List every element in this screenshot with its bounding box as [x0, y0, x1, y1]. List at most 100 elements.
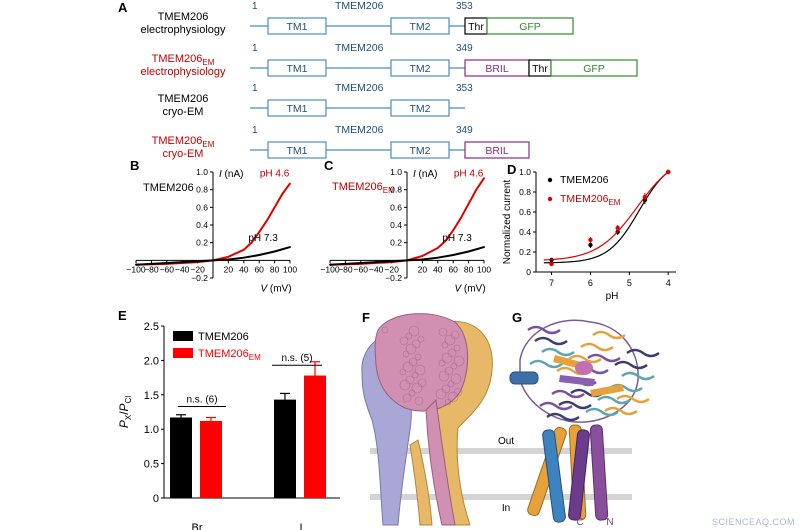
residue-start: 1 [252, 125, 258, 136]
tm2-box [390, 141, 450, 159]
x-tick-label: −100 [320, 264, 339, 274]
ribbon-segment [585, 407, 619, 417]
data-point [588, 237, 593, 243]
construct-name: TMEM206EM [152, 135, 215, 149]
data-point [266, 219, 268, 222]
data-point [666, 169, 671, 175]
tm1-box [267, 17, 327, 35]
pink-atom [575, 361, 593, 375]
density-texture [438, 359, 446, 367]
residue-end: 349 [456, 125, 473, 136]
data-point [452, 229, 455, 232]
data-point [467, 202, 470, 205]
membrane-line-out [370, 448, 630, 454]
density-texture [417, 335, 425, 343]
bar [304, 375, 326, 498]
tm2-label: TM2 [410, 103, 431, 115]
data-point [227, 258, 230, 261]
x-tick-label: 60 [448, 264, 458, 274]
residue-end: 353 [456, 1, 473, 12]
tm-helix [589, 424, 609, 521]
tag-label: GFP [583, 63, 605, 75]
data-point [390, 260, 393, 263]
tm1-box [267, 141, 327, 159]
data-point [615, 225, 620, 231]
tm1-label: TM1 [287, 103, 308, 115]
x-tick-label: 80 [270, 264, 280, 274]
panel-letter: F [362, 310, 370, 325]
ribbon-segment [558, 400, 592, 410]
density-texture [444, 398, 452, 406]
sig-label: n.s. (5) [281, 353, 312, 364]
density-texture [414, 396, 424, 406]
helix-pink [425, 398, 456, 526]
x-axis-label: pH [606, 291, 619, 302]
data-point [196, 260, 199, 263]
y-axis-label: I (nA) [219, 169, 243, 180]
residue-start: 1 [252, 1, 258, 12]
density-texture [441, 341, 449, 349]
data-point [421, 258, 424, 261]
ribbon-segment [604, 406, 638, 416]
c-terminus-label: C [576, 517, 583, 528]
construct-title: TMEM206 [335, 124, 384, 136]
ribbon-segment [539, 401, 573, 411]
density-texture [408, 389, 416, 397]
tag-label: BRIL [485, 145, 509, 157]
data-point [642, 194, 648, 200]
density-texture [453, 355, 465, 367]
y-tick-label: 0.5 [144, 459, 159, 471]
construct-title: TMEM206 [335, 0, 384, 12]
x-tick-label: −100 [126, 264, 145, 274]
legend-marker [547, 177, 553, 183]
data-point [588, 242, 593, 248]
membrane-out-label: Out [498, 436, 514, 447]
data-point [289, 182, 291, 185]
construct-title: TMEM206 [335, 42, 384, 54]
fit-curve [543, 171, 669, 264]
data-point [406, 259, 408, 262]
membrane-in-label: In [502, 503, 510, 514]
tm2-box [390, 59, 450, 77]
x-tick-label: 60 [254, 264, 264, 274]
x-tick-label: −40 [369, 264, 384, 274]
residue-start: 1 [252, 83, 258, 94]
legend-label: TMEM206 [560, 174, 609, 186]
density-texture [447, 380, 455, 388]
legend-swatch [173, 348, 193, 358]
y-axis-label: I (nA) [413, 169, 437, 180]
x-axis-label: V (mV) [260, 283, 291, 294]
data-point [227, 255, 230, 258]
tm1-box [267, 59, 327, 77]
ribbon-segment [527, 325, 561, 335]
density-texture [453, 344, 461, 352]
watermark-text: SCIENCEAQ.COM [712, 517, 795, 527]
ribbon-segment [580, 342, 614, 352]
data-point [483, 246, 485, 248]
density-texture [405, 332, 413, 340]
x-axis-label: V (mV) [454, 283, 485, 294]
x-tick-label: 7 [549, 278, 554, 288]
subunit-pink [374, 313, 469, 412]
y-tick-label: 1.5 [144, 390, 159, 402]
panel-letter: D [507, 162, 516, 177]
y-axis-label: Normalized current [502, 180, 513, 265]
data-point [289, 246, 291, 248]
series-label: pH 4.6 [454, 168, 484, 179]
data-point [475, 188, 478, 191]
data-point [549, 261, 554, 267]
y-tick-label: −0.2 [385, 273, 402, 283]
data-point [329, 263, 331, 266]
x-tick-label: 20 [224, 264, 234, 274]
x-tick-label: 20 [418, 264, 428, 274]
x-tick-label: I [299, 522, 302, 530]
y-tick-label: 1.0 [144, 424, 159, 436]
panel-letter: B [130, 158, 139, 173]
residue-end: 349 [456, 43, 473, 54]
x-tick-label: Br [192, 522, 203, 530]
density-texture [402, 361, 414, 373]
